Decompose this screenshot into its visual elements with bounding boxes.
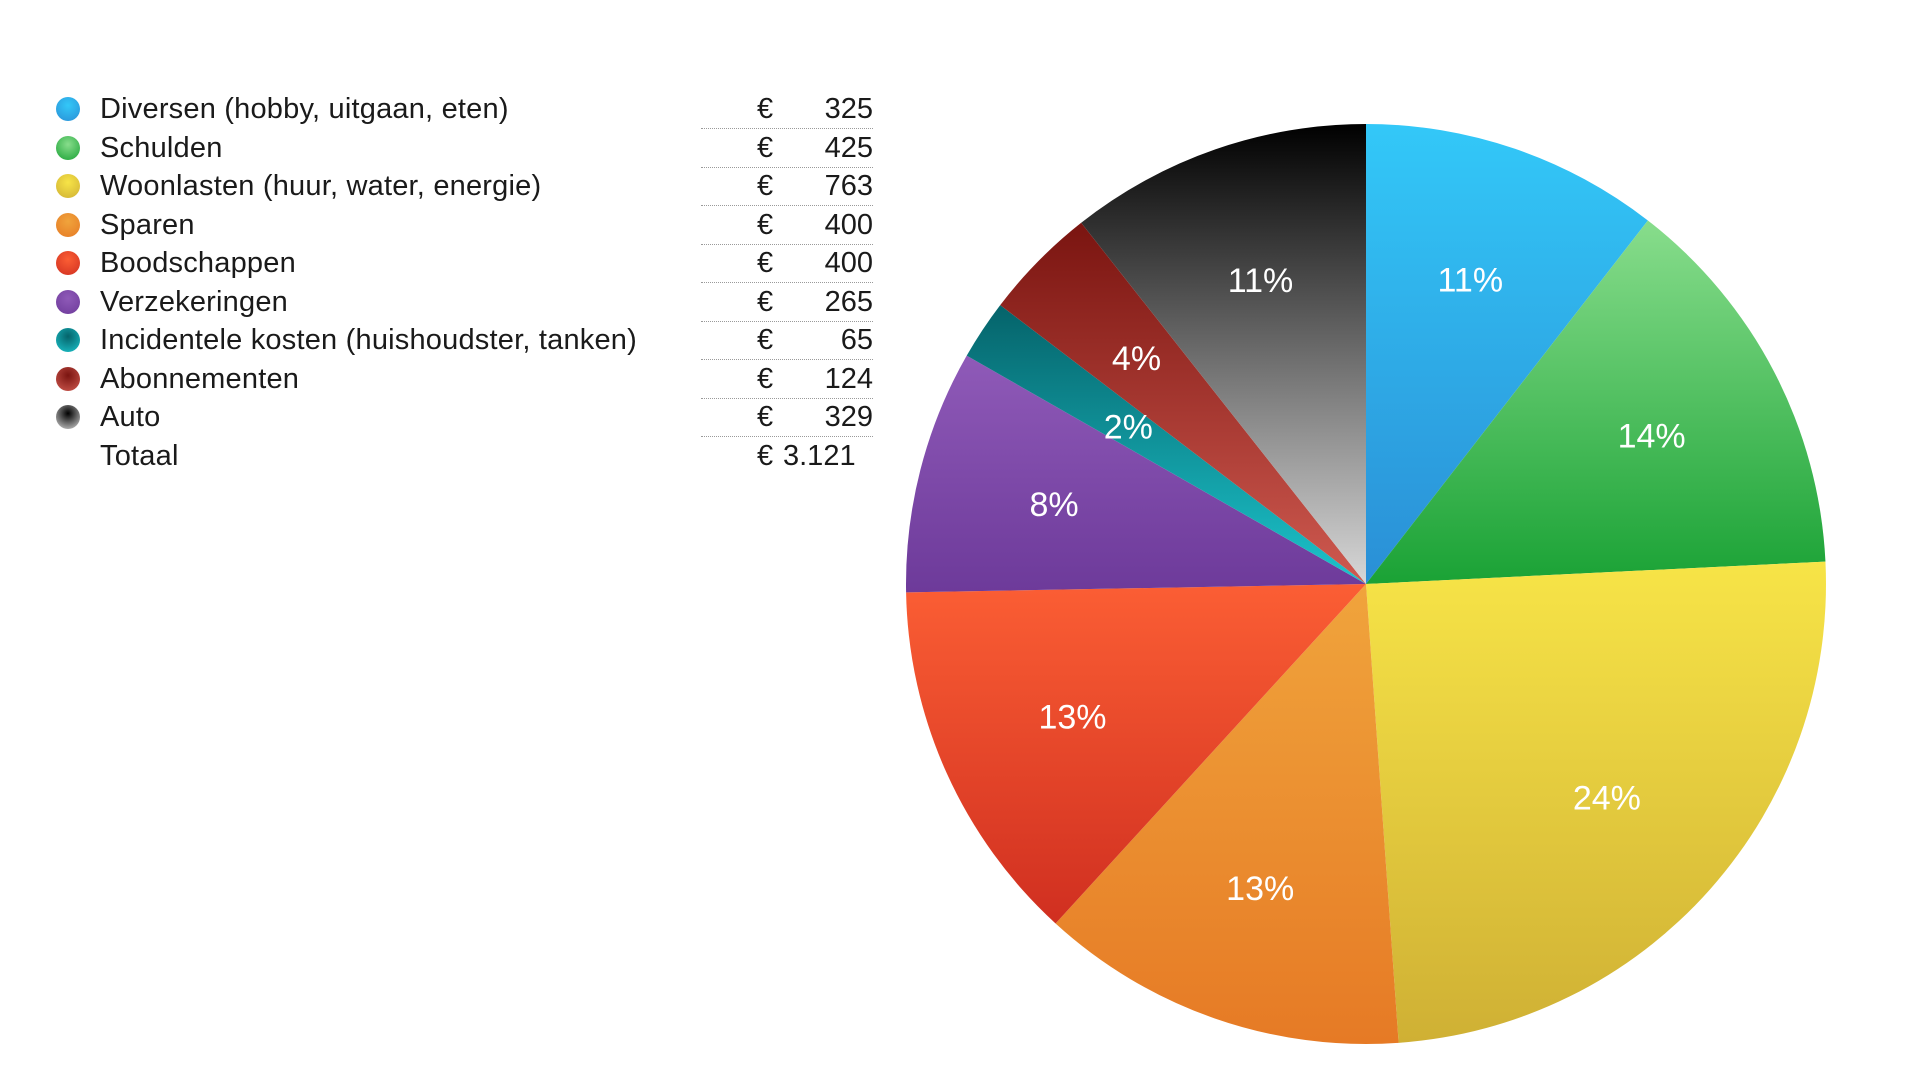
legend-label: Incidentele kosten (huishoudster, tanken… [100, 324, 637, 356]
legend-swatch [56, 289, 80, 314]
legend-swatch [56, 212, 80, 237]
currency-symbol: € [757, 131, 774, 164]
legend-swatch [56, 366, 80, 391]
legend-value: €265 [701, 283, 873, 322]
slice-percent-label: 4% [1112, 340, 1161, 378]
legend-label: Sparen [100, 208, 195, 241]
legend-value: €400 [701, 244, 873, 283]
slice-percent-label: 13% [1226, 870, 1294, 908]
legend-swatch [56, 328, 80, 352]
currency-symbol: € [757, 247, 774, 279]
legend-value: €425 [701, 129, 873, 168]
slice-percent-label: 11% [1228, 262, 1294, 300]
legend-amount: 763 [824, 170, 873, 202]
legend-swatch [56, 174, 80, 198]
legend-item-abonnementen: Abonnementen €124 [56, 358, 873, 399]
legend-amount: 400 [824, 247, 873, 279]
legend-amount: 425 [824, 131, 873, 164]
legend-item-incidentele-kosten: Incidentele kosten (huishoudster, tanken… [56, 319, 873, 360]
chart-legend: Diversen (hobby, uitgaan, eten) €325 Schul… [56, 88, 873, 474]
legend-value: €763 [701, 167, 873, 206]
legend-item-diversen: Diversen (hobby, uitgaan, eten) €325 [56, 88, 873, 129]
legend-label: Abonnementen [100, 362, 300, 395]
currency-symbol: € [757, 439, 774, 472]
legend-item-verzekeringen: Verzekeringen €265 [56, 281, 873, 322]
pie-slice-verzekeringen [906, 355, 1366, 593]
slice-percent-label: 2% [1104, 408, 1153, 446]
legend-item-woonlasten: Woonlasten (huur, water, energie) €763 [56, 165, 873, 206]
legend-label: Boodschappen [100, 247, 296, 279]
currency-symbol: € [757, 362, 774, 395]
legend-swatch [56, 251, 80, 275]
currency-symbol: € [757, 93, 774, 125]
legend-value: €325 [701, 90, 873, 129]
pie-slice-boodschappen [906, 584, 1366, 924]
legend-amount: 400 [824, 208, 873, 241]
legend-label: Auto [100, 401, 161, 433]
legend-total-row: Totaal €3.121 [56, 435, 856, 474]
legend-label: Diversen (hobby, uitgaan, eten) [100, 93, 509, 125]
legend-label: Verzekeringen [100, 285, 288, 318]
legend-label: Schulden [100, 131, 223, 164]
legend-swatch [56, 405, 80, 429]
total-value: €3.121 [701, 437, 873, 475]
legend-amount: 124 [824, 362, 873, 395]
slice-percent-label: 8% [1030, 486, 1079, 524]
legend-item-boodschappen: Boodschappen €400 [56, 242, 873, 283]
pie-slice-diversen [1366, 124, 1648, 584]
legend-swatch [56, 135, 80, 160]
currency-symbol: € [757, 285, 774, 318]
legend-value: €400 [701, 206, 873, 245]
legend-value: €124 [701, 360, 873, 399]
pie-slice-woonlasten [1366, 561, 1826, 1043]
pie-slice-abonnementen [1000, 222, 1366, 584]
slice-percent-label: 11% [1438, 261, 1504, 299]
legend-amount: 65 [840, 324, 873, 356]
currency-symbol: € [757, 324, 774, 356]
slice-percent-label: 13% [1038, 699, 1106, 737]
slice-percent-label: 24% [1573, 780, 1641, 818]
legend-amount: 325 [824, 93, 873, 125]
pie-slice-schulden [1366, 220, 1826, 585]
legend-swatch [56, 97, 80, 121]
legend-amount: 329 [824, 401, 873, 433]
currency-symbol: € [757, 401, 774, 433]
pie-slice-incidentele-kosten [966, 305, 1366, 584]
legend-item-sparen: Sparen €400 [56, 204, 873, 245]
currency-symbol: € [757, 170, 774, 202]
pie-slice-sparen [1055, 584, 1399, 1045]
legend-label: Woonlasten (huur, water, energie) [100, 170, 542, 202]
currency-symbol: € [757, 208, 774, 241]
pie-slice-auto [1081, 124, 1366, 584]
legend-amount: 265 [824, 285, 873, 318]
legend-item-auto: Auto €329 [56, 396, 873, 437]
legend-value: €65 [701, 321, 873, 360]
total-amount: 3.121 [783, 439, 856, 472]
legend-value: €329 [701, 398, 873, 437]
slice-percent-label: 14% [1618, 417, 1686, 455]
total-label: Totaal [100, 439, 179, 472]
legend-item-schulden: Schulden €425 [56, 127, 873, 168]
